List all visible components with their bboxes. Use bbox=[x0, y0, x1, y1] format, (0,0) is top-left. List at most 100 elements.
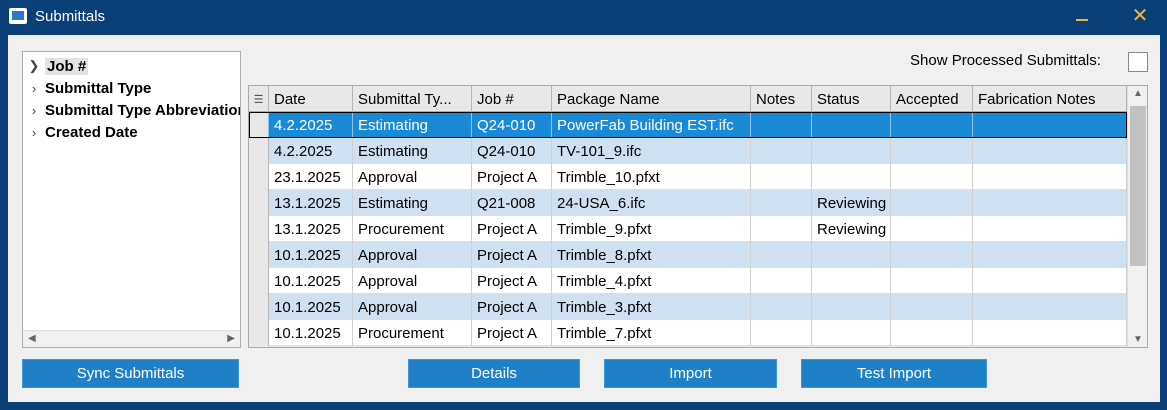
cell-notes[interactable] bbox=[751, 268, 812, 294]
cell-package-name[interactable]: Trimble_10.pfxt bbox=[552, 164, 751, 190]
cell-submittal-type[interactable]: Approval bbox=[353, 164, 472, 190]
cell-accepted[interactable] bbox=[891, 112, 973, 138]
cell-job[interactable]: Project A bbox=[472, 164, 552, 190]
cell-accepted[interactable] bbox=[891, 190, 973, 216]
column-header-accepted[interactable]: Accepted bbox=[891, 86, 973, 112]
cell-notes[interactable] bbox=[751, 294, 812, 320]
row-header[interactable] bbox=[249, 294, 269, 320]
grouping-tree[interactable]: ❯ Job # › Submittal Type › Submittal Typ… bbox=[22, 51, 241, 348]
cell-date[interactable]: 13.1.2025 bbox=[269, 216, 353, 242]
cell-date[interactable]: 10.1.2025 bbox=[269, 242, 353, 268]
cell-fabrication-notes[interactable] bbox=[973, 190, 1127, 216]
table-row[interactable]: 13.1.2025 Procurement Project A Trimble_9.p… bbox=[249, 216, 1127, 242]
table-row[interactable]: 10.1.2025 Approval Project A Trimble_4.pfxt bbox=[249, 268, 1127, 294]
grid-vertical-scrollbar[interactable]: ▲ ▼ bbox=[1127, 86, 1147, 347]
cell-fabrication-notes[interactable] bbox=[973, 268, 1127, 294]
cell-notes[interactable] bbox=[751, 138, 812, 164]
cell-date[interactable]: 10.1.2025 bbox=[269, 320, 353, 346]
cell-fabrication-notes[interactable] bbox=[973, 138, 1127, 164]
cell-notes[interactable] bbox=[751, 216, 812, 242]
cell-job[interactable]: Q24-010 bbox=[472, 112, 552, 138]
cell-notes[interactable] bbox=[751, 190, 812, 216]
scroll-left-icon[interactable]: ◀ bbox=[28, 333, 36, 344]
cell-job[interactable]: Project A bbox=[472, 242, 552, 268]
column-header-fabrication-notes[interactable]: Fabrication Notes bbox=[973, 86, 1127, 112]
row-header[interactable] bbox=[249, 216, 269, 242]
scroll-right-icon[interactable]: ▶ bbox=[227, 333, 235, 344]
cell-status[interactable]: Reviewing bbox=[812, 190, 891, 216]
tree-item-created-date[interactable]: › Created Date bbox=[23, 121, 138, 143]
cell-submittal-type[interactable]: Procurement bbox=[353, 320, 472, 346]
cell-job[interactable]: Project A bbox=[472, 320, 552, 346]
cell-notes[interactable] bbox=[751, 112, 812, 138]
cell-package-name[interactable]: Trimble_4.pfxt bbox=[552, 268, 751, 294]
scroll-down-icon[interactable]: ▼ bbox=[1133, 334, 1143, 345]
cell-package-name[interactable]: Trimble_3.pfxt bbox=[552, 294, 751, 320]
column-header-submittal-type[interactable]: Submittal Ty... bbox=[353, 86, 472, 112]
cell-status[interactable]: Reviewing bbox=[812, 216, 891, 242]
cell-fabrication-notes[interactable] bbox=[973, 216, 1127, 242]
cell-date[interactable]: 4.2.2025 bbox=[269, 112, 353, 138]
cell-date[interactable]: 10.1.2025 bbox=[269, 294, 353, 320]
cell-accepted[interactable] bbox=[891, 294, 973, 320]
row-header[interactable] bbox=[249, 112, 269, 138]
table-row[interactable]: 10.1.2025 Approval Project A Trimble_8.pfxt bbox=[249, 242, 1127, 268]
table-row[interactable]: 10.1.2025 Approval Project A Trimble_3.pfxt bbox=[249, 294, 1127, 320]
column-header-date[interactable]: Date bbox=[269, 86, 353, 112]
cell-job[interactable]: Q21-008 bbox=[472, 190, 552, 216]
cell-status[interactable] bbox=[812, 112, 891, 138]
close-button[interactable]: ✕ bbox=[1128, 4, 1152, 28]
cell-accepted[interactable] bbox=[891, 138, 973, 164]
table-row[interactable]: 13.1.2025 Estimating Q21-008 24-USA_6.ifc Re… bbox=[249, 190, 1127, 216]
cell-fabrication-notes[interactable] bbox=[973, 164, 1127, 190]
row-header[interactable] bbox=[249, 320, 269, 346]
tree-horizontal-scrollbar[interactable]: ◀ ▶ bbox=[23, 330, 240, 347]
minimize-button[interactable] bbox=[1070, 6, 1094, 28]
table-row[interactable]: 4.2.2025 Estimating Q24-010 TV-101_9.ifc bbox=[249, 138, 1127, 164]
cell-job[interactable]: Project A bbox=[472, 216, 552, 242]
chevron-right-icon[interactable]: › bbox=[31, 102, 37, 118]
cell-package-name[interactable]: PowerFab Building EST.ifc bbox=[552, 112, 751, 138]
cell-status[interactable] bbox=[812, 294, 891, 320]
cell-fabrication-notes[interactable] bbox=[973, 320, 1127, 346]
column-header-job[interactable]: Job # bbox=[472, 86, 552, 112]
sync-submittals-button[interactable]: Sync Submittals bbox=[22, 359, 239, 388]
show-processed-checkbox[interactable] bbox=[1128, 52, 1148, 72]
import-button[interactable]: Import bbox=[604, 359, 777, 388]
cell-status[interactable] bbox=[812, 164, 891, 190]
cell-submittal-type[interactable]: Approval bbox=[353, 242, 472, 268]
cell-submittal-type[interactable]: Estimating bbox=[353, 112, 472, 138]
table-row[interactable]: 10.1.2025 Procurement Project A Trimble_7.p… bbox=[249, 320, 1127, 346]
scrollbar-thumb[interactable] bbox=[1130, 106, 1146, 266]
row-header[interactable] bbox=[249, 138, 269, 164]
scroll-up-icon[interactable]: ▲ bbox=[1133, 88, 1143, 99]
cell-package-name[interactable]: TV-101_9.ifc bbox=[552, 138, 751, 164]
cell-submittal-type[interactable]: Estimating bbox=[353, 190, 472, 216]
cell-accepted[interactable] bbox=[891, 216, 973, 242]
cell-notes[interactable] bbox=[751, 320, 812, 346]
cell-status[interactable] bbox=[812, 268, 891, 294]
cell-accepted[interactable] bbox=[891, 268, 973, 294]
cell-accepted[interactable] bbox=[891, 242, 973, 268]
row-header[interactable] bbox=[249, 242, 269, 268]
chevron-right-icon[interactable]: › bbox=[31, 124, 37, 140]
cell-package-name[interactable]: Trimble_7.pfxt bbox=[552, 320, 751, 346]
cell-fabrication-notes[interactable] bbox=[973, 242, 1127, 268]
filter-icon[interactable]: ☰ bbox=[249, 86, 269, 112]
cell-fabrication-notes[interactable] bbox=[973, 294, 1127, 320]
cell-notes[interactable] bbox=[751, 242, 812, 268]
column-header-package-name[interactable]: Package Name bbox=[552, 86, 751, 112]
cell-status[interactable] bbox=[812, 138, 891, 164]
cell-job[interactable]: Project A bbox=[472, 268, 552, 294]
cell-package-name[interactable]: 24-USA_6.ifc bbox=[552, 190, 751, 216]
cell-status[interactable] bbox=[812, 320, 891, 346]
cell-submittal-type[interactable]: Approval bbox=[353, 268, 472, 294]
table-row[interactable]: 4.2.2025 Estimating Q24-010 PowerFab Buildi… bbox=[249, 112, 1127, 138]
cell-accepted[interactable] bbox=[891, 164, 973, 190]
cell-submittal-type[interactable]: Procurement bbox=[353, 216, 472, 242]
chevron-right-icon[interactable]: › bbox=[31, 80, 37, 96]
chevron-right-icon[interactable]: ❯ bbox=[28, 58, 40, 73]
cell-date[interactable]: 23.1.2025 bbox=[269, 164, 353, 190]
cell-accepted[interactable] bbox=[891, 320, 973, 346]
row-header[interactable] bbox=[249, 268, 269, 294]
